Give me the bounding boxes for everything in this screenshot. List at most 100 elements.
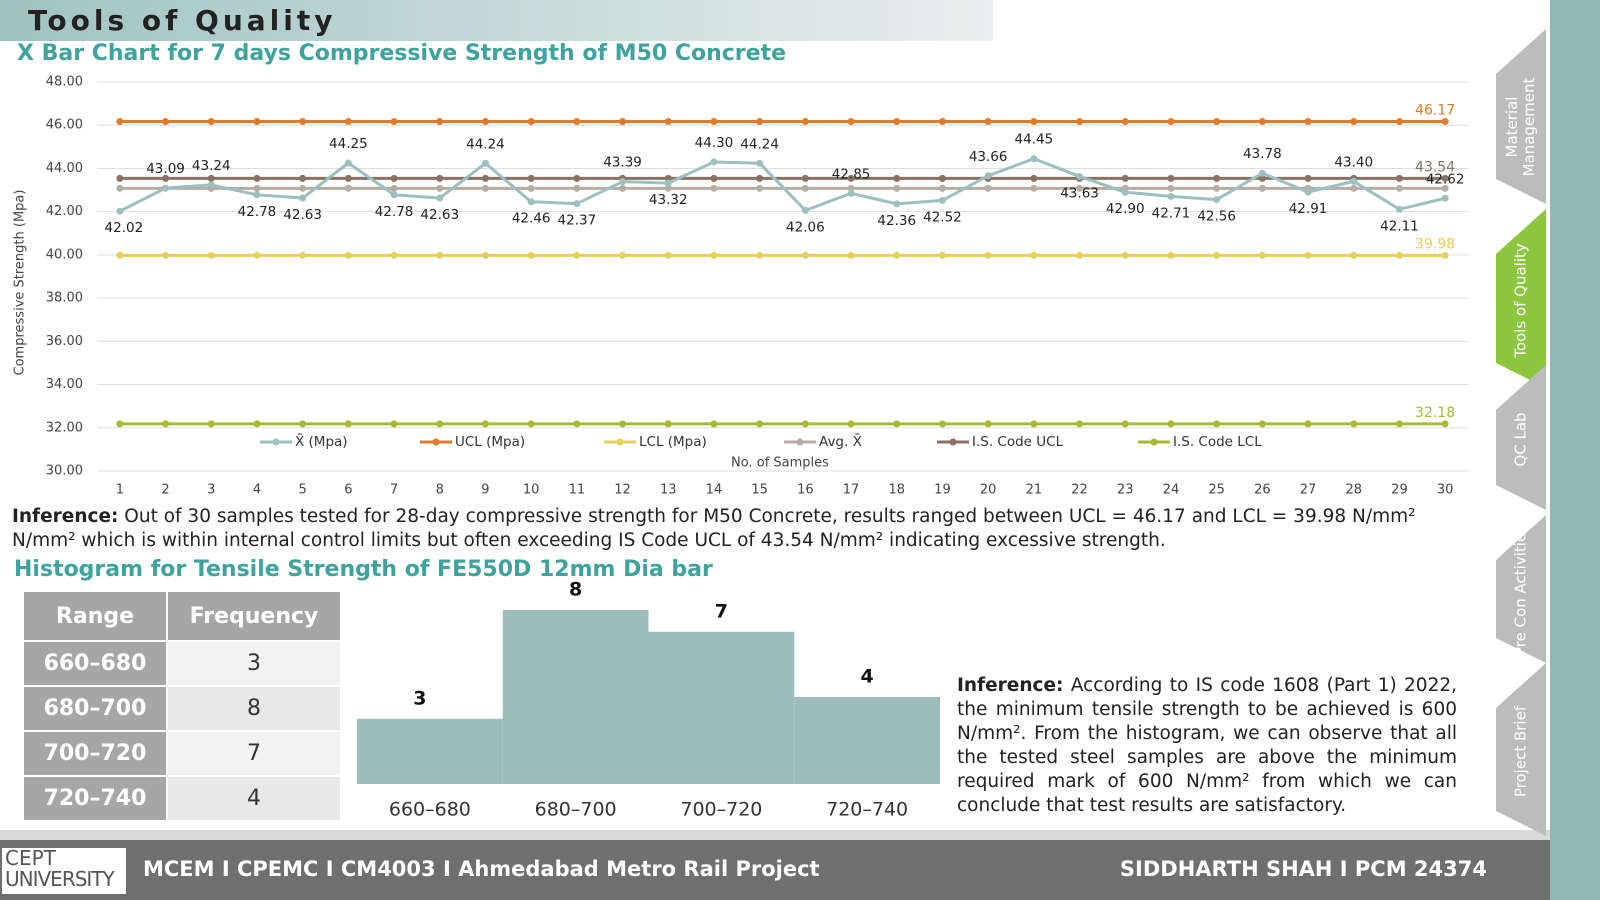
point [162, 420, 170, 428]
y-tick-label: 42.00 [46, 204, 83, 219]
point [1030, 184, 1038, 192]
point [938, 184, 946, 192]
x-tick-label: 3 [207, 483, 215, 498]
inference-label: Inference: [957, 675, 1064, 696]
x-tick-label: 21 [1026, 483, 1043, 498]
point [116, 184, 124, 192]
series-line [119, 157, 1446, 213]
point [1167, 174, 1175, 182]
legend-marker [432, 438, 440, 446]
point [1395, 251, 1403, 259]
x-tick-label: 11 [569, 483, 586, 498]
x-tick-label: 1 [116, 483, 124, 498]
x-tick-label: 20 [980, 483, 997, 498]
data-label: 42.90 [1106, 201, 1145, 217]
point [481, 159, 489, 167]
legend-marker [1150, 438, 1158, 446]
point [116, 420, 124, 428]
tab [1496, 663, 1546, 836]
logo: CEPT UNIVERSITY [2, 848, 126, 894]
point [1076, 118, 1084, 126]
point [573, 184, 581, 192]
point [390, 118, 398, 126]
point [162, 251, 170, 259]
point [938, 420, 946, 428]
x-tick-label: 16 [797, 483, 814, 498]
point [390, 184, 398, 192]
point [1304, 420, 1312, 428]
frequency-table: Range Frequency 660–680 3 680–700 8 700–720 7 72… [22, 590, 342, 822]
point [664, 420, 672, 428]
chart-title: X Bar Chart for 7 days Compressive Stren… [17, 41, 787, 66]
data-label: 42.63 [283, 207, 322, 223]
point [1213, 118, 1221, 126]
tab [1496, 365, 1546, 510]
table-row: 680–700 8 [24, 687, 340, 730]
footer-right: SIDDHARTH SHAH I PCM 24374 [1119, 857, 1487, 881]
point [253, 118, 261, 126]
data-label: 44.24 [466, 136, 505, 152]
x-tick-label: 13 [660, 483, 677, 498]
point [207, 174, 215, 182]
point [207, 118, 215, 126]
point [116, 174, 124, 182]
tab-label: Pre Con Activities [1511, 525, 1530, 656]
y-tick-label: 48.00 [46, 75, 83, 90]
point [299, 420, 307, 428]
data-label: 42.06 [786, 219, 825, 235]
table-row: 660–680 3 [24, 642, 340, 685]
point [710, 420, 718, 428]
x-tick-label: 29 [1391, 483, 1408, 498]
point [801, 420, 809, 428]
data-label: 42.91 [1289, 201, 1328, 217]
point [344, 159, 352, 167]
point [847, 184, 855, 192]
point [847, 174, 855, 182]
point [1441, 251, 1449, 259]
point [1350, 118, 1358, 126]
point [1167, 251, 1175, 259]
point [299, 251, 307, 259]
point [253, 251, 261, 259]
point [756, 118, 764, 126]
tab-active [1496, 209, 1546, 388]
table-cell: 700–720 [24, 732, 166, 775]
point [1213, 174, 1221, 182]
legend-marker [272, 438, 280, 446]
table-row: 720–740 4 [24, 777, 340, 820]
bar [502, 610, 649, 784]
data-label: 42.36 [877, 213, 916, 229]
point [1121, 420, 1129, 428]
point [436, 194, 444, 202]
end-label: 39.98 [1415, 236, 1455, 252]
point [801, 184, 809, 192]
point [847, 189, 855, 197]
point [1258, 251, 1266, 259]
inference-label: Inference: [12, 506, 119, 527]
x-tick-label: 25 [1208, 483, 1225, 498]
legend-label: UCL (Mpa) [455, 434, 525, 450]
point [619, 118, 627, 126]
point [710, 158, 718, 166]
tab-label: Tools of Quality [1511, 242, 1530, 358]
point [162, 118, 170, 126]
point [938, 196, 946, 204]
point [481, 174, 489, 182]
bar [357, 718, 503, 784]
data-label: 44.24 [740, 136, 779, 152]
x-tick-label: 30 [1437, 483, 1454, 498]
point [436, 184, 444, 192]
point [1258, 118, 1266, 126]
point [573, 200, 581, 208]
point [1395, 205, 1403, 213]
point [573, 420, 581, 428]
point [436, 118, 444, 126]
x-tick-label: 15 [751, 483, 768, 498]
point [1350, 177, 1358, 185]
point [1304, 251, 1312, 259]
y-tick-label: 36.00 [46, 334, 83, 349]
point [984, 118, 992, 126]
data-label: 42.78 [238, 204, 277, 220]
x-tick-label: 680–700 [535, 799, 617, 821]
